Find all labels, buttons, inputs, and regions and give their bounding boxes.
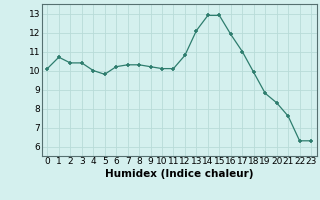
X-axis label: Humidex (Indice chaleur): Humidex (Indice chaleur)	[105, 169, 253, 179]
